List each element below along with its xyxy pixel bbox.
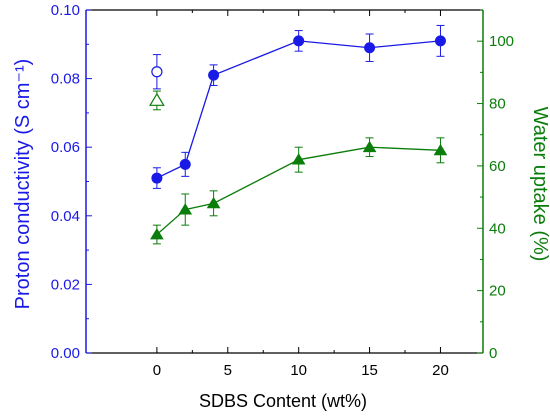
data-point-triangle bbox=[150, 228, 164, 240]
data-point-circle bbox=[179, 158, 191, 170]
data-point-circle bbox=[434, 35, 446, 47]
y-left-tick-label: 0.06 bbox=[51, 139, 80, 156]
data-point-circle bbox=[208, 69, 220, 81]
y-left-tick-label: 0.10 bbox=[51, 2, 80, 19]
y-axis-right-title: Water uptake (%) bbox=[529, 107, 550, 262]
data-point-triangle bbox=[178, 203, 193, 215]
x-tick-label: 15 bbox=[361, 362, 378, 379]
ticks: 0 5 10 15 20 0.00 0.02 0.04 0.06 0.08 0.10 0 20 40 60 8… bbox=[51, 2, 514, 379]
y-left-tick-label: 0.04 bbox=[51, 208, 80, 225]
y-left-tick-label: 0.08 bbox=[51, 71, 80, 88]
x-tick-label: 5 bbox=[224, 362, 232, 379]
y-right-tick-label: 20 bbox=[489, 283, 506, 300]
data-point-circle bbox=[151, 172, 163, 184]
y-right-tick-label: 0 bbox=[489, 345, 497, 362]
x-tick-label: 20 bbox=[432, 362, 449, 379]
y-left-tick-label: 0.00 bbox=[51, 345, 80, 362]
y-right-tick-label: 100 bbox=[489, 33, 514, 50]
axes bbox=[85, 9, 484, 354]
data-point-triangle bbox=[362, 140, 377, 153]
y-right-tick-label: 40 bbox=[489, 220, 506, 237]
x-tick-label: 0 bbox=[153, 362, 161, 379]
data-point-triangle bbox=[433, 143, 448, 156]
data-point-triangle bbox=[291, 153, 306, 165]
y-axis-left-title: Proton conductivity (S cm⁻¹) bbox=[12, 59, 34, 310]
reference-point-open-circle bbox=[151, 66, 163, 78]
data-point-circle bbox=[364, 42, 376, 54]
reference-point-open-triangle bbox=[149, 92, 165, 106]
data-point-triangle bbox=[206, 196, 221, 209]
x-axis-title: SDBS Content (wt%) bbox=[199, 391, 367, 411]
x-tick-label: 10 bbox=[290, 362, 307, 379]
y-right-tick-label: 80 bbox=[489, 96, 506, 113]
y-right-tick-label: 60 bbox=[489, 158, 506, 175]
data-point-circle bbox=[293, 35, 305, 47]
y-left-tick-label: 0.02 bbox=[51, 276, 80, 293]
marks bbox=[149, 24, 448, 245]
